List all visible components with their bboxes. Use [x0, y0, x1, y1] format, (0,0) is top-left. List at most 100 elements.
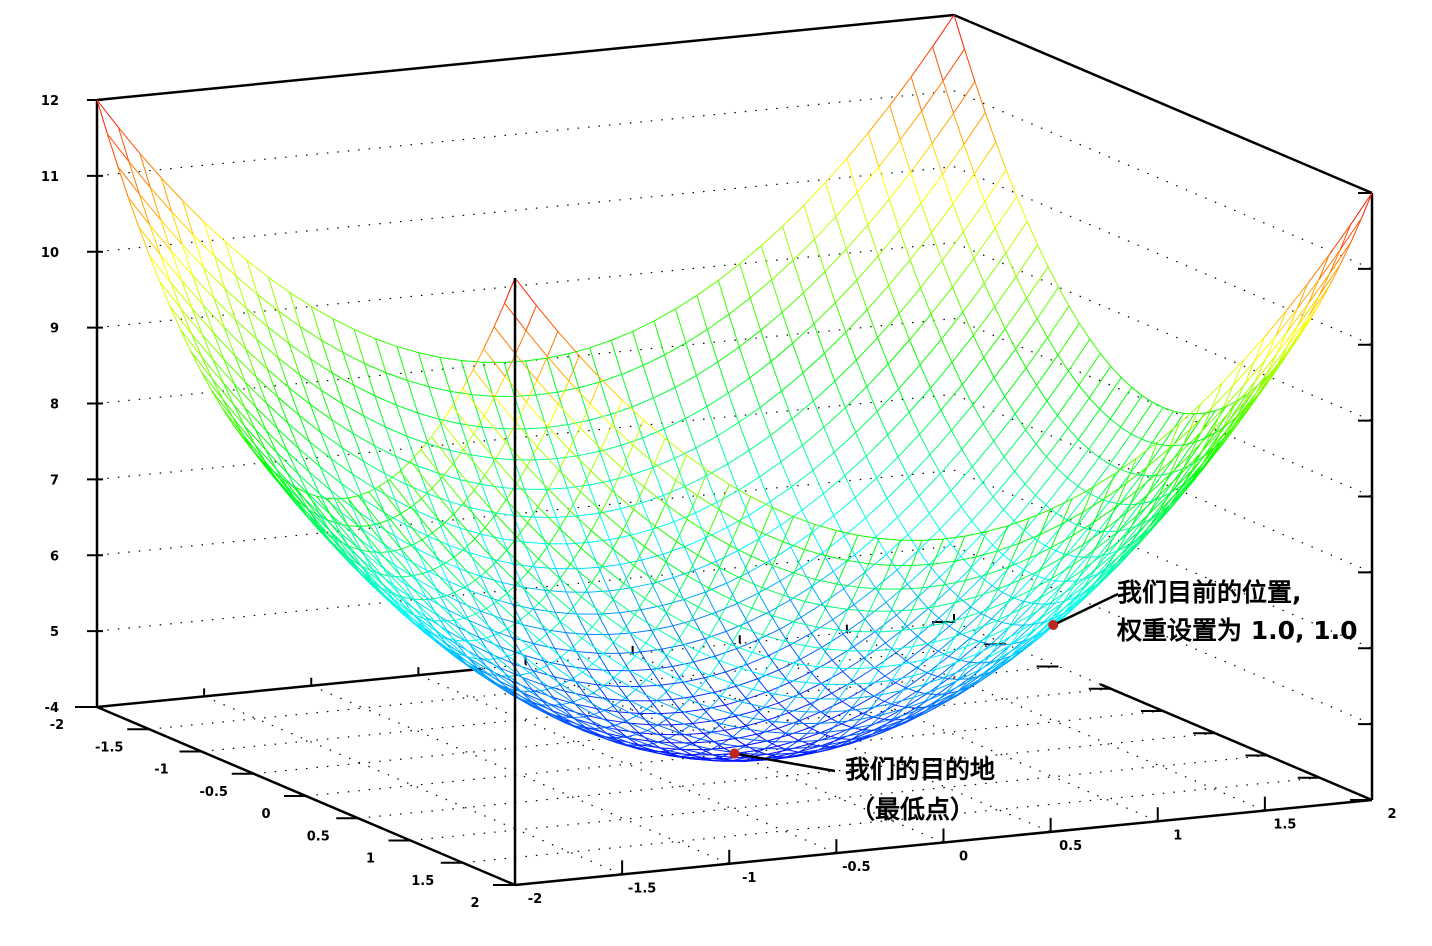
mesh-segment [455, 639, 466, 642]
mesh-segment [929, 430, 952, 455]
mesh-segment [1018, 557, 1031, 581]
mesh-segment [912, 641, 935, 648]
mesh-segment [212, 378, 224, 400]
mesh-segment [840, 729, 863, 740]
mesh-segment [1138, 531, 1150, 544]
mesh-segment [822, 588, 845, 605]
mesh-segment [866, 309, 879, 338]
mesh-segment [479, 610, 502, 620]
mesh-segment [987, 619, 999, 638]
mesh-segment [672, 577, 685, 600]
mesh-segment [320, 431, 343, 449]
mesh-segment [457, 644, 469, 658]
mesh-segment [970, 585, 993, 608]
mesh-segment [623, 628, 646, 644]
mesh-segment [1077, 485, 1089, 494]
mesh-segment [494, 396, 517, 424]
mesh-segment [650, 665, 673, 670]
mesh-segment [160, 219, 183, 245]
mesh-segment [1032, 631, 1044, 639]
mesh-segment [854, 497, 867, 519]
mesh-segment [746, 655, 769, 665]
mesh-segment [1169, 474, 1181, 494]
mesh-segment [898, 388, 910, 413]
mesh-segment [202, 334, 214, 361]
mesh-segment [726, 527, 739, 551]
mesh-segment [834, 359, 857, 382]
mesh-segment [572, 717, 595, 729]
mesh-segment [738, 346, 751, 379]
mesh-segment [752, 706, 765, 719]
mesh-segment [760, 330, 772, 362]
mesh-segment [1119, 474, 1142, 505]
mesh-segment [244, 407, 267, 431]
mesh-segment [944, 602, 956, 624]
mesh-segment [559, 527, 582, 549]
mesh-segment [460, 360, 473, 395]
mesh-segment [1158, 493, 1171, 512]
mesh-segment [887, 363, 900, 390]
mesh-segment [243, 435, 266, 463]
mesh-segment [615, 724, 637, 735]
mesh-segment [411, 539, 423, 546]
mesh-segment [1067, 427, 1079, 440]
mesh-segment [715, 612, 727, 632]
mesh-segment [1075, 591, 1087, 598]
mesh-segment [873, 716, 885, 720]
mesh-segment [655, 628, 678, 642]
mesh-segment [583, 727, 606, 738]
mesh-segment [777, 739, 799, 747]
mesh-segment [420, 449, 443, 478]
mesh-segment [643, 419, 666, 439]
mesh-segment [870, 679, 892, 684]
mesh-segment [1035, 494, 1047, 506]
mesh-segment [1275, 325, 1299, 355]
mesh-segment [384, 473, 396, 501]
mesh-segment [201, 371, 213, 392]
mesh-segment [737, 550, 749, 573]
mesh-segment [956, 670, 979, 682]
mesh-segment [309, 404, 322, 433]
mesh-segment [849, 724, 872, 730]
mesh-segment [923, 622, 945, 629]
mesh-segment [1085, 584, 1097, 593]
mesh-segment [1141, 438, 1153, 444]
mesh-segment [690, 755, 713, 760]
mesh-segment [436, 614, 448, 631]
mesh-segment [852, 667, 875, 682]
mesh-segment [899, 202, 922, 231]
floor-gridline [358, 732, 1216, 819]
mesh-segment [949, 543, 962, 557]
mesh-segment [448, 501, 461, 529]
mesh-segment [1015, 318, 1038, 350]
mesh-segment [1233, 393, 1256, 422]
mesh-segment [752, 674, 764, 690]
mesh-segment [192, 234, 205, 268]
mesh-segment [606, 719, 629, 724]
mesh-segment [491, 558, 503, 583]
mesh-segment [629, 629, 652, 634]
mesh-segment [342, 352, 355, 386]
mesh-segment [1171, 484, 1183, 493]
mesh-segment [858, 650, 871, 669]
mesh-segment [1117, 554, 1129, 567]
mesh-segment [635, 679, 647, 691]
mesh-segment [855, 337, 879, 361]
mesh-segment [802, 372, 814, 402]
mesh-segment [933, 622, 945, 643]
mesh-segment [1083, 549, 1095, 570]
mesh-segment [1105, 533, 1128, 553]
mesh-segment [843, 588, 855, 605]
mesh-segment [697, 532, 709, 556]
mesh-segment [942, 143, 965, 175]
mesh-segment [736, 639, 759, 650]
mesh-segment [256, 339, 279, 359]
mesh-segment [622, 468, 645, 488]
mesh-segment [864, 571, 877, 589]
mesh-segment [991, 597, 1014, 620]
mesh-segment [821, 647, 833, 661]
mesh-segment [1098, 530, 1109, 533]
mesh-segment [351, 532, 363, 552]
mesh-segment [492, 457, 504, 488]
mesh-segment [851, 716, 874, 729]
